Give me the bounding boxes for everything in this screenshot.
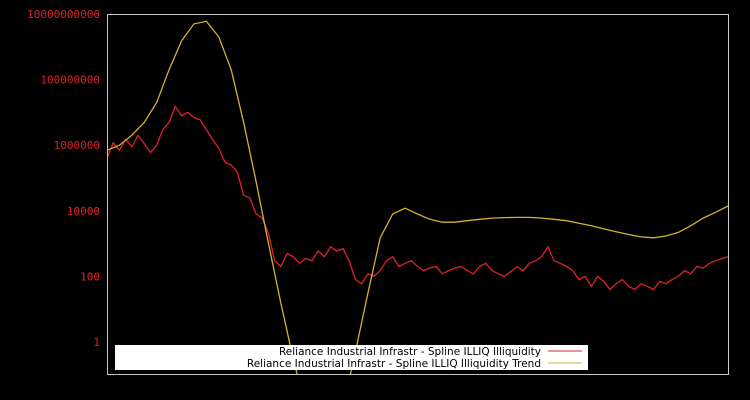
y-tick-label: 10000 bbox=[67, 205, 100, 218]
illiquidity-series-line bbox=[107, 105, 728, 291]
legend: Reliance Industrial Infrastr - Spline IL… bbox=[115, 345, 588, 370]
legend-box bbox=[115, 345, 588, 370]
plot-frame bbox=[107, 14, 729, 375]
y-tick-label: 1000000 bbox=[54, 139, 100, 152]
y-tick-label: 1 bbox=[93, 336, 100, 349]
illiquidity-trend-line bbox=[107, 20, 728, 374]
legend-label-illiquidity: Reliance Industrial Infrastr - Spline IL… bbox=[279, 346, 541, 358]
y-tick-label: 10000000000 bbox=[27, 8, 100, 21]
legend-label-trend: Reliance Industrial Infrastr - Spline IL… bbox=[247, 358, 541, 370]
y-tick-label: 100 bbox=[80, 270, 100, 283]
y-tick-label: 100000000 bbox=[40, 74, 100, 87]
y-axis-ticks: 10000000000 100000000 1000000 10000 100 1 bbox=[27, 8, 100, 349]
